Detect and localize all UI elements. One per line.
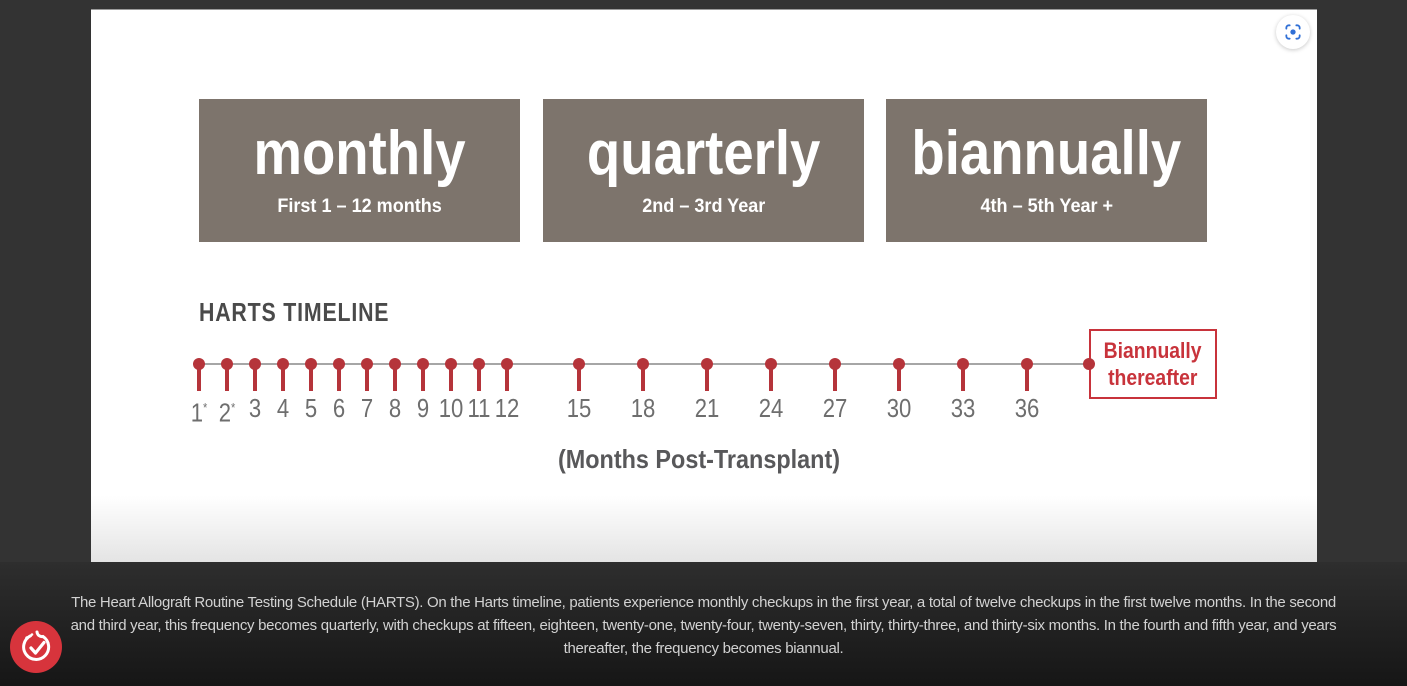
timeline-stem [477,364,481,391]
timeline-month-label: 27 [822,393,848,423]
timeline-heading: HARTS TIMELINE [199,297,390,327]
timeline-month-label: 11 [467,393,491,423]
caption: The Heart Allograft Routine Testing Sche… [0,591,1407,660]
caption-line: The Heart Allograft Routine Testing Sche… [71,594,1336,611]
timeline-dot [1083,358,1095,370]
frequency-box-monthly: monthly First 1 – 12 months [199,99,520,242]
timeline-stem [897,364,901,391]
timeline-stem [393,364,397,391]
timeline-stem [253,364,257,391]
frequency-subtitle: 2nd – 3rd Year [641,195,766,217]
cookie-consent-button[interactable] [10,621,62,673]
timeline-stem [365,364,369,391]
frequency-subtitle: First 1 – 12 months [277,195,442,217]
timeline-month-label: 30 [886,393,912,423]
frequency-box-quarterly: quarterly 2nd – 3rd Year [543,99,864,242]
timeline-stem [641,364,645,391]
scan-region-button[interactable] [1276,15,1310,49]
axis-label: (Months Post-Transplant) [557,444,841,474]
frequency-title: quarterly [586,118,821,188]
timeline-month-label: 15 [566,393,592,423]
timeline-stem [505,364,509,391]
timeline-stem [225,364,229,391]
timeline-stem [833,364,837,391]
timeline-stem [705,364,709,391]
timeline-month-label: 12 [494,393,520,423]
caption-band [0,562,1407,686]
timeline-stem [769,364,773,391]
timeline-stem [1025,364,1029,391]
timeline-stem [421,364,425,391]
timeline-month-label: 24 [758,393,784,423]
frequency-box-biannually: biannually 4th – 5th Year + [886,99,1207,242]
cookie-check-icon [10,621,62,673]
timeline-stem [337,364,341,391]
end-box-line2: thereafter [1108,365,1198,390]
timeline-month-label: 4 [276,393,290,423]
frequency-title: biannually [911,118,1182,188]
timeline-stem [961,364,965,391]
timeline-stem [309,364,313,391]
timeline-month-label: 33 [950,393,976,423]
timeline-month-label: 8 [388,393,402,423]
timeline-stem [281,364,285,391]
caption-line: and third year, this frequency becomes q… [70,617,1337,634]
end-box-line1: Biannually [1104,338,1202,363]
scan-region-icon [1285,24,1301,40]
timeline-month-label: 10 [438,393,464,423]
caption-line: thereafter, the frequency becomes biannu… [563,640,844,657]
timeline-month-label: 5 [304,393,318,423]
frequency-subtitle: 4th – 5th Year + [980,195,1113,217]
frequency-title: monthly [253,118,466,188]
timeline-month-label: 1* [190,397,208,428]
timeline-month-label: 36 [1014,393,1040,423]
timeline-stem [197,364,201,391]
timeline-month-label: 6 [332,393,346,423]
timeline-month-label: 7 [360,393,374,423]
timeline-month-label: 2* [218,397,236,428]
timeline-stem [449,364,453,391]
biannually-thereafter-box: Biannually thereafter [1089,329,1217,399]
timeline-month-label: 21 [694,393,720,423]
timeline-month-label: 18 [630,393,656,423]
timeline-month-label: 9 [416,393,430,423]
timeline-month-label: 3 [248,393,262,423]
timeline-stem [577,364,581,391]
